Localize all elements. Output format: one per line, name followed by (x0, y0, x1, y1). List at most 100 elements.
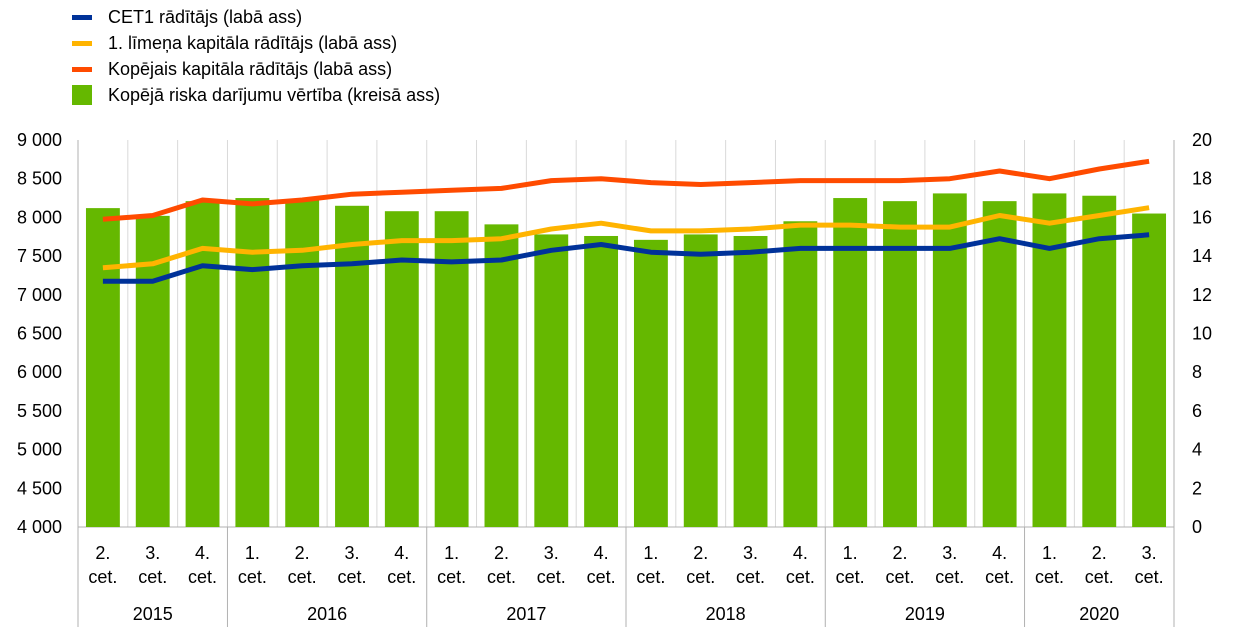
category-tick-label: 1. (245, 543, 260, 563)
category-tick-label: 1. (444, 543, 459, 563)
category-tick-label: cet. (935, 567, 964, 587)
category-tick-label: 2. (494, 543, 509, 563)
category-tick-label: 1. (843, 543, 858, 563)
category-tick-label: 2. (892, 543, 907, 563)
right-axis-tick-label: 20 (1192, 130, 1212, 150)
rwa-bar (833, 198, 868, 528)
year-label: 2020 (1079, 604, 1119, 624)
year-label: 2017 (506, 604, 546, 624)
right-axis-tick-label: 12 (1192, 285, 1212, 305)
category-tick-label: cet. (288, 567, 317, 587)
left-axis-tick-label: 5 500 (17, 401, 62, 421)
category-tick-label: 2. (95, 543, 110, 563)
category-tick-label: 3. (344, 543, 359, 563)
left-axis-tick-label: 7 000 (17, 285, 62, 305)
rwa-bar (235, 198, 270, 528)
right-axis-tick-label: 4 (1192, 440, 1202, 460)
legend-swatch-rwa (72, 85, 92, 105)
rwa-bar (85, 208, 120, 527)
right-axis-tick-label: 0 (1192, 517, 1202, 537)
rwa-bar (1032, 193, 1067, 527)
legend-swatch-cet1 (72, 14, 92, 20)
rwa-bar (584, 235, 619, 527)
chart-legend: CET1 rādītājs (labā ass) 1. līmeņa kapit… (72, 4, 440, 108)
rwa-bar (683, 234, 718, 528)
rwa-bar (534, 234, 569, 528)
rwa-bar (434, 211, 469, 527)
legend-item-cet1: CET1 rādītājs (labā ass) (72, 4, 440, 30)
category-tick-label: cet. (537, 567, 566, 587)
category-tick-label: 3. (1142, 543, 1157, 563)
rwa-bar (932, 193, 967, 527)
tier1-ratio-line (102, 205, 1150, 271)
cet1-ratio-line (102, 232, 1150, 284)
left-axis-tick-label: 8 000 (17, 207, 62, 227)
rwa-bar (484, 224, 519, 527)
rwa-bar (982, 201, 1017, 527)
legend-label-cet1: CET1 rādītājs (labā ass) (108, 6, 303, 27)
category-tick-label: cet. (138, 567, 167, 587)
legend-item-rwa: Kopējā riska darījumu vērtība (kreisā as… (72, 82, 440, 108)
rwa-bar (883, 201, 917, 527)
category-tick-label: cet. (487, 567, 516, 587)
left-axis-tick-label: 5 000 (17, 440, 62, 460)
category-tick-label: cet. (1085, 567, 1114, 587)
rwa-bar (384, 211, 419, 527)
category-tick-label: 1. (1042, 543, 1057, 563)
category-tick-label: 2. (1092, 543, 1107, 563)
left-axis-tick-label: 9 000 (17, 130, 62, 150)
category-tick-label: 2. (295, 543, 310, 563)
category-tick-label: cet. (88, 567, 117, 587)
rwa-bar (783, 221, 818, 527)
right-axis-tick-label: 16 (1192, 207, 1212, 227)
right-axis-tick-label: 10 (1192, 324, 1212, 344)
year-label: 2019 (905, 604, 945, 624)
rwa-bar (1082, 195, 1117, 527)
category-tick-label: 4. (992, 543, 1007, 563)
category-tick-label: cet. (387, 567, 416, 587)
left-axis-tick-label: 6 500 (17, 324, 62, 344)
category-tick-label: 3. (544, 543, 559, 563)
category-tick-label: 4. (793, 543, 808, 563)
legend-label-rwa: Kopējā riska darījumu vērtība (kreisā as… (108, 84, 441, 105)
category-tick-label: cet. (437, 567, 466, 587)
legend-label-total: Kopējais kapitāla rādītājs (labā ass) (108, 58, 393, 79)
legend-label-tier1: 1. līmeņa kapitāla rādītājs (labā ass) (108, 32, 398, 53)
category-tick-label: cet. (188, 567, 217, 587)
category-tick-label: cet. (885, 567, 914, 587)
left-axis-tick-label: 4 000 (17, 517, 62, 537)
total-capital-ratio-line (102, 158, 1150, 222)
category-tick-label: 4. (594, 543, 609, 563)
rwa-bar (185, 201, 220, 527)
left-axis-tick-label: 8 500 (17, 169, 62, 189)
category-tick-label: cet. (836, 567, 865, 587)
rwa-bar (285, 199, 320, 527)
category-tick-label: 3. (743, 543, 758, 563)
category-tick-label: cet. (636, 567, 665, 587)
year-label: 2018 (706, 604, 746, 624)
rwa-bar (135, 215, 170, 528)
category-tick-label: 1. (643, 543, 658, 563)
category-tick-label: cet. (786, 567, 815, 587)
legend-swatch-tier1 (72, 40, 92, 46)
rwa-bar (633, 239, 668, 527)
category-tick-label: cet. (985, 567, 1014, 587)
legend-item-total: Kopējais kapitāla rādītājs (labā ass) (72, 56, 440, 82)
year-label: 2016 (307, 604, 347, 624)
category-tick-label: cet. (337, 567, 366, 587)
rwa-bar (733, 235, 768, 527)
category-tick-label: 2. (693, 543, 708, 563)
year-label: 2015 (133, 604, 173, 624)
category-tick-label: cet. (587, 567, 616, 587)
left-axis-tick-label: 7 500 (17, 246, 62, 266)
rwa-bar (1132, 213, 1167, 527)
legend-item-tier1: 1. līmeņa kapitāla rādītājs (labā ass) (72, 30, 440, 56)
category-tick-label: cet. (238, 567, 267, 587)
right-axis-tick-label: 18 (1192, 169, 1212, 189)
category-tick-label: 3. (942, 543, 957, 563)
right-axis-tick-label: 2 (1192, 478, 1202, 498)
category-tick-label: cet. (1135, 567, 1164, 587)
category-tick-label: 4. (195, 543, 210, 563)
right-axis-tick-label: 6 (1192, 401, 1202, 421)
